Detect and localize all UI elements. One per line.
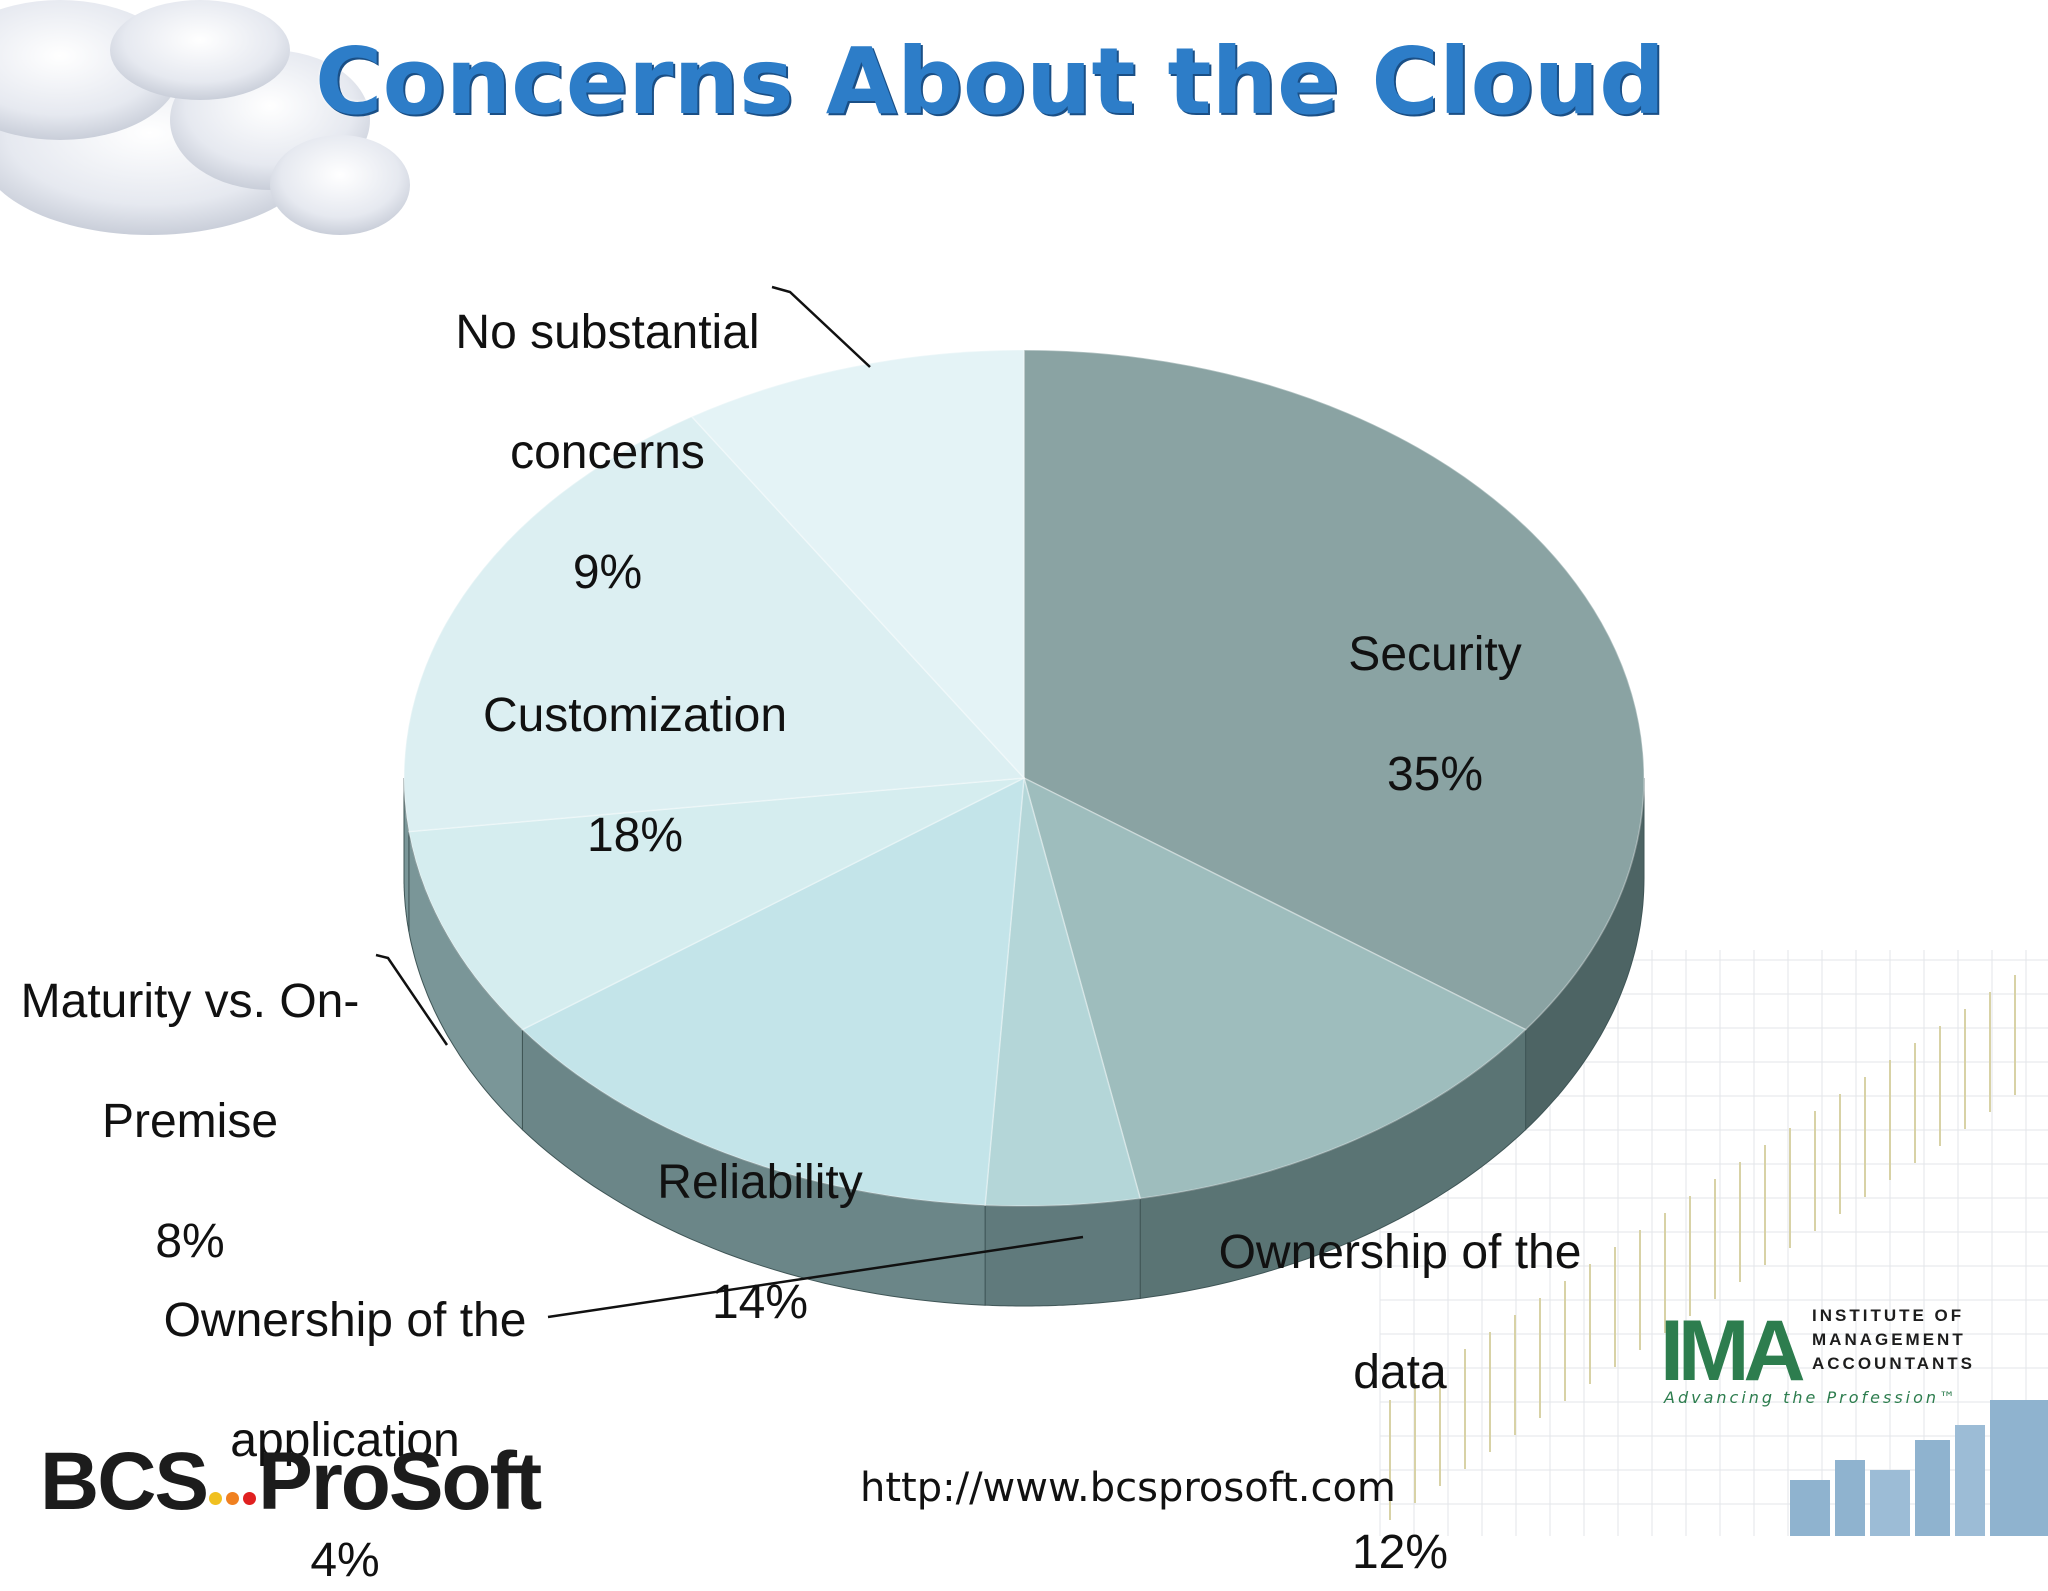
leader-line-ownership-application: [547, 1235, 1084, 1319]
slice-label-customization-name: Customization: [482, 689, 788, 742]
pie-slice-reliability: [521, 776, 1025, 1206]
bcs-logo-part1: BCS: [40, 1436, 209, 1527]
slice-label-security-value: 35%: [1386, 748, 1484, 801]
ima-logo-line3: ACCOUNTANTS: [1812, 1354, 1976, 1373]
ima-logo-tagline: Advancing the Profession™: [1664, 1388, 1959, 1407]
pie-side-customization: [403, 778, 410, 932]
ima-logo: IMA INSTITUTE OF MANAGEMENT ACCOUNTANTS …: [1660, 1300, 1980, 1410]
bcs-logo-part2: ProSoft: [258, 1436, 542, 1527]
pie-slice-ownership-of-the-application: [984, 777, 1142, 1207]
logo-dot-yellow: [209, 1492, 223, 1505]
bcs-prosoft-logo: BCS ProSoft: [40, 1435, 542, 1529]
cloud-decoration: [0, 0, 410, 235]
slice-label-ownership-data-name: Ownership of the data: [1219, 1226, 1582, 1399]
pie-top-group: [403, 349, 1645, 1207]
slice-label-maturity-line2: Premise: [101, 1095, 279, 1148]
slide-title: Concerns About the Cloud: [314, 28, 1666, 135]
slice-label-ownership-data-value: 12%: [1351, 1526, 1449, 1579]
slice-label-no-substantial-line2: concerns: [510, 426, 705, 479]
slice-label-maturity: Maturity vs. On- Premise 8%: [0, 912, 380, 1272]
pie-side-ownership-of-the-application: [984, 1197, 1141, 1307]
pie-slice-security: [1023, 349, 1645, 1031]
ima-logo-line1: INSTITUTE OF: [1812, 1306, 1965, 1325]
slice-label-customization: Customization 18%: [460, 626, 810, 866]
pie-slice-customization: [403, 415, 1026, 833]
chart-canvas: [0, 0, 2048, 1536]
pie-slice-no-substantial-concerns: [690, 349, 1025, 780]
slice-label-ownership-application-line2: application: [230, 1414, 460, 1467]
slice-label-security: Security 35%: [1290, 565, 1580, 805]
leader-line-no-substantial-concerns: [771, 285, 871, 368]
slice-label-ownership-data-line1: Ownership of the: [1218, 1226, 1582, 1279]
slice-label-ownership-data: Ownership of the data 12%: [1185, 1103, 1615, 1583]
pie-side-group: [403, 777, 1645, 1307]
ima-logo-line2: MANAGEMENT: [1812, 1330, 1966, 1349]
logo-dot-red: [243, 1492, 257, 1505]
skyline-decoration: [1790, 1400, 2048, 1536]
pie-slice-ownership-of-the-data: [1022, 776, 1527, 1200]
slice-label-ownership-application-value: 4%: [310, 1534, 380, 1587]
slice-label-no-substantial-concerns: No substantial concerns 9%: [425, 243, 790, 603]
slice-label-security-name: Security: [1348, 628, 1522, 681]
slice-label-reliability: Reliability 14%: [610, 1093, 910, 1333]
leader-line-maturity: [375, 953, 449, 1046]
ima-logo-mark: IMA: [1660, 1303, 1806, 1399]
slice-label-no-substantial-line1: No substantial: [455, 306, 760, 359]
pie-slice-maturity-vs-on-premise: [408, 777, 1025, 1031]
slice-label-ownership-data-line2: data: [1353, 1346, 1447, 1399]
website-url: http://www.bcsprosoft.com: [860, 1465, 1396, 1511]
slice-label-reliability-name: Reliability: [657, 1156, 863, 1209]
logo-dot-orange: [226, 1492, 240, 1505]
slice-label-maturity-value: 8%: [155, 1215, 225, 1268]
slice-label-ownership-application: Ownership of the application 4%: [130, 1231, 560, 1591]
leader-lines: [375, 285, 1084, 1319]
slice-label-no-substantial-value: 9%: [572, 546, 643, 599]
slice-label-maturity-line1: Maturity vs. On-: [20, 975, 360, 1028]
slice-label-ownership-application-line1: Ownership of the: [163, 1294, 527, 1347]
slice-label-reliability-value: 14%: [711, 1276, 809, 1329]
slice-label-customization-value: 18%: [586, 809, 684, 862]
